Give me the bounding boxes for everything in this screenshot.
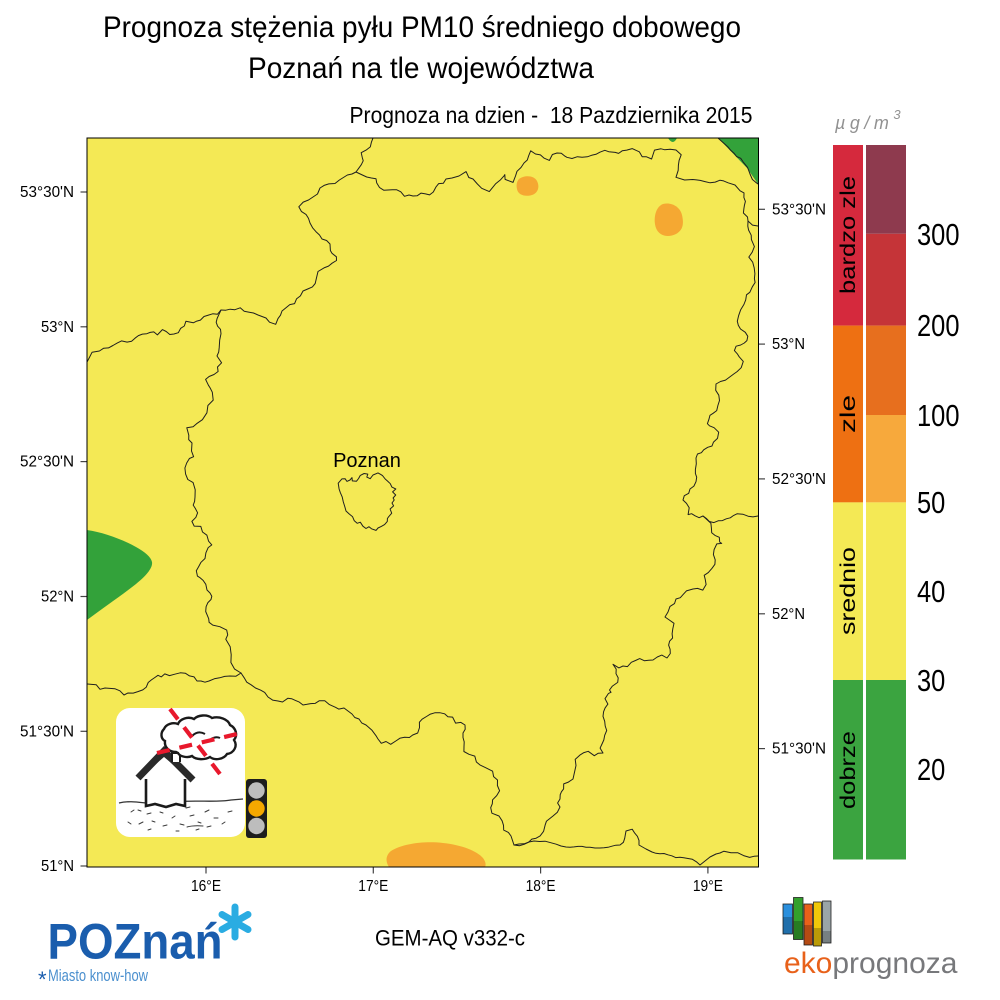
svg-text:40: 40 bbox=[917, 574, 945, 609]
svg-text:200: 200 bbox=[917, 308, 960, 343]
svg-text:dobrze: dobrze bbox=[837, 731, 860, 809]
svg-text:100: 100 bbox=[917, 398, 960, 433]
svg-text:50: 50 bbox=[917, 485, 945, 520]
svg-text:30: 30 bbox=[917, 663, 945, 698]
svg-text:Miasto know-how: Miasto know-how bbox=[48, 966, 149, 985]
svg-text:Poznan: Poznan bbox=[333, 450, 401, 472]
svg-text:51°30'N: 51°30'N bbox=[772, 741, 826, 758]
svg-text:51°30'N: 51°30'N bbox=[20, 723, 74, 740]
svg-text:srednio: srednio bbox=[837, 547, 860, 635]
svg-text:GEM-AQ v332-c: GEM-AQ v332-c bbox=[375, 926, 525, 951]
svg-text:bardzo zle: bardzo zle bbox=[837, 176, 860, 294]
svg-text:Poznań na tle województwa: Poznań na tle województwa bbox=[248, 52, 594, 85]
svg-text:51°N: 51°N bbox=[41, 858, 74, 875]
svg-text:17°E: 17°E bbox=[358, 878, 388, 895]
svg-text:ekoprognoza: ekoprognoza bbox=[784, 947, 958, 980]
svg-text:53°30'N: 53°30'N bbox=[772, 201, 826, 218]
svg-text:Prognoza na dzien - 18 Pazdzi: Prognoza na dzien - 18 Pazdziernika 2015 bbox=[350, 102, 753, 128]
svg-text:300: 300 bbox=[917, 217, 960, 252]
svg-text:52°30'N: 52°30'N bbox=[772, 471, 826, 488]
svg-text:52°N: 52°N bbox=[772, 606, 805, 623]
svg-text:53°N: 53°N bbox=[41, 319, 74, 336]
svg-text:µg/m3: µg/m3 bbox=[834, 107, 905, 133]
svg-text:zle: zle bbox=[837, 395, 860, 433]
svg-text:53°30'N: 53°30'N bbox=[20, 184, 74, 201]
svg-text:52°N: 52°N bbox=[41, 589, 74, 606]
svg-text:19°E: 19°E bbox=[693, 878, 723, 895]
svg-text:18°E: 18°E bbox=[526, 878, 556, 895]
svg-text:*: * bbox=[38, 967, 47, 992]
svg-text:16°E: 16°E bbox=[191, 878, 221, 895]
svg-text:52°30'N: 52°30'N bbox=[20, 454, 74, 471]
svg-text:20: 20 bbox=[917, 752, 945, 787]
svg-text:53°N: 53°N bbox=[772, 336, 805, 353]
svg-text:Prognoza stężenia pyłu PM10 śr: Prognoza stężenia pyłu PM10 średniego do… bbox=[103, 11, 741, 44]
svg-text:POZnań: POZnań bbox=[48, 914, 223, 970]
